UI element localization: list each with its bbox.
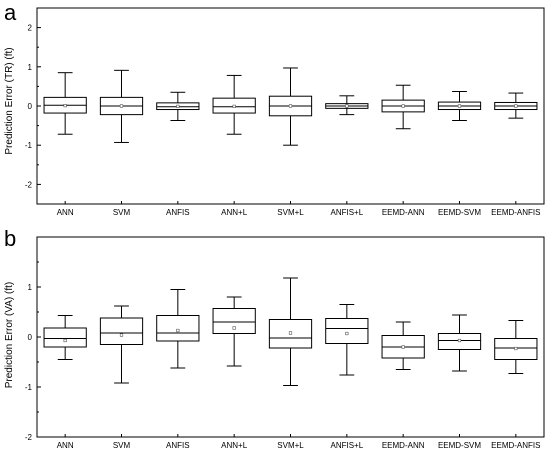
x-tick-label: SVM+L — [277, 208, 304, 217]
panel-b-chart: b Prediction Error (VA) (ft) 1 0 -1 -2 ANN S… — [4, 226, 545, 450]
box-eemd-svm — [437, 90, 482, 122]
mean-marker — [119, 104, 124, 108]
box-svm — [99, 305, 144, 384]
panel-a-label: a — [4, 0, 17, 25]
mean-marker — [514, 104, 518, 108]
x-tick-label: ANN+L — [221, 208, 248, 217]
panel-a-y-axis-label: Prediction Error (TR) (ft) — [4, 47, 15, 154]
panel-b-x-axis: ANN SVM ANFIS ANN+L SVM+L ANFIS+L EEMD-ANN EEMD… — [57, 434, 541, 450]
box-anfis — [156, 91, 200, 122]
panel-a-x-axis: ANN SVM ANFIS ANN+L SVM+L ANFIS+L EEMD-ANN EEMD… — [57, 201, 541, 217]
x-tick-label: ANN+L — [221, 441, 248, 450]
mean-marker — [232, 326, 236, 330]
mean-marker — [514, 346, 518, 351]
mean-marker — [401, 345, 405, 349]
x-tick-label: SVM — [113, 441, 131, 450]
box-ann-l — [212, 296, 256, 367]
mean-marker — [288, 331, 293, 335]
box-ann — [43, 72, 87, 135]
box-anfis — [156, 289, 200, 369]
panel-a-chart: a Prediction Error (TR) (ft) 2 1 0 -1 -2 ANN… — [4, 0, 545, 217]
mean-marker — [176, 104, 180, 108]
box-svm-l — [268, 67, 313, 146]
mean-marker — [457, 104, 462, 108]
mean-marker — [119, 333, 124, 337]
mean-marker — [345, 104, 349, 108]
x-tick-label: ANN — [57, 208, 74, 217]
y-tick-label: 2 — [28, 24, 33, 33]
y-tick-label: 1 — [28, 283, 33, 292]
iqr-box — [99, 317, 144, 345]
panel-b-label: b — [4, 226, 16, 251]
y-tick-label: 1 — [28, 63, 33, 72]
panel-b-boxes — [43, 277, 538, 386]
y-tick-label: 0 — [28, 102, 33, 111]
mean-marker — [401, 104, 405, 108]
mean-marker — [345, 331, 349, 336]
x-tick-label: EEMD-ANFIS — [491, 441, 540, 450]
mean-marker — [232, 104, 236, 108]
mean-marker — [288, 104, 293, 108]
box-eemd-anfis — [494, 92, 538, 119]
x-tick-label: ANFIS — [166, 441, 190, 450]
y-tick-label: 0 — [28, 333, 33, 342]
box-ann-l — [212, 74, 256, 135]
box-anfis-l — [325, 304, 369, 376]
x-tick-label: ANN — [57, 441, 74, 450]
x-tick-label: EEMD-ANN — [382, 208, 425, 217]
box-eemd-ann — [381, 84, 425, 130]
y-tick-label: -2 — [25, 433, 33, 442]
panel-b-y-axis: 1 0 -1 -2 — [25, 236, 41, 442]
x-tick-label: ANFIS+L — [330, 208, 363, 217]
panel-a-y-axis: 2 1 0 -1 -2 — [25, 7, 41, 205]
box-eemd-svm — [437, 314, 482, 372]
x-tick-label: EEMD-ANN — [382, 441, 425, 450]
box-ann — [43, 315, 87, 360]
y-tick-label: -2 — [25, 180, 33, 189]
mean-marker — [63, 104, 67, 108]
box-svm-l — [268, 277, 313, 386]
mean-marker — [176, 328, 180, 333]
x-tick-label: SVM — [113, 208, 131, 217]
x-tick-label: EEMD-ANFIS — [491, 208, 540, 217]
box-anfis-l — [325, 95, 369, 116]
x-tick-label: EEMD-SVM — [438, 208, 481, 217]
y-tick-label: -1 — [25, 383, 33, 392]
x-tick-label: EEMD-SVM — [438, 441, 481, 450]
x-tick-label: SVM+L — [277, 441, 304, 450]
box-svm — [99, 69, 144, 143]
iqr-box — [156, 315, 200, 342]
box-eemd-ann — [381, 321, 425, 370]
panel-a-boxes — [43, 67, 538, 146]
mean-marker — [457, 338, 462, 343]
x-tick-label: ANFIS+L — [330, 441, 363, 450]
box-eemd-anfis — [494, 320, 538, 374]
iqr-box — [325, 318, 369, 344]
mean-marker — [63, 338, 67, 343]
iqr-box — [43, 327, 87, 348]
iqr-box — [212, 308, 256, 334]
panel-b-y-axis-label: Prediction Error (VA) (ft) — [4, 282, 15, 389]
x-tick-label: ANFIS — [166, 208, 190, 217]
y-tick-label: -1 — [25, 141, 33, 150]
